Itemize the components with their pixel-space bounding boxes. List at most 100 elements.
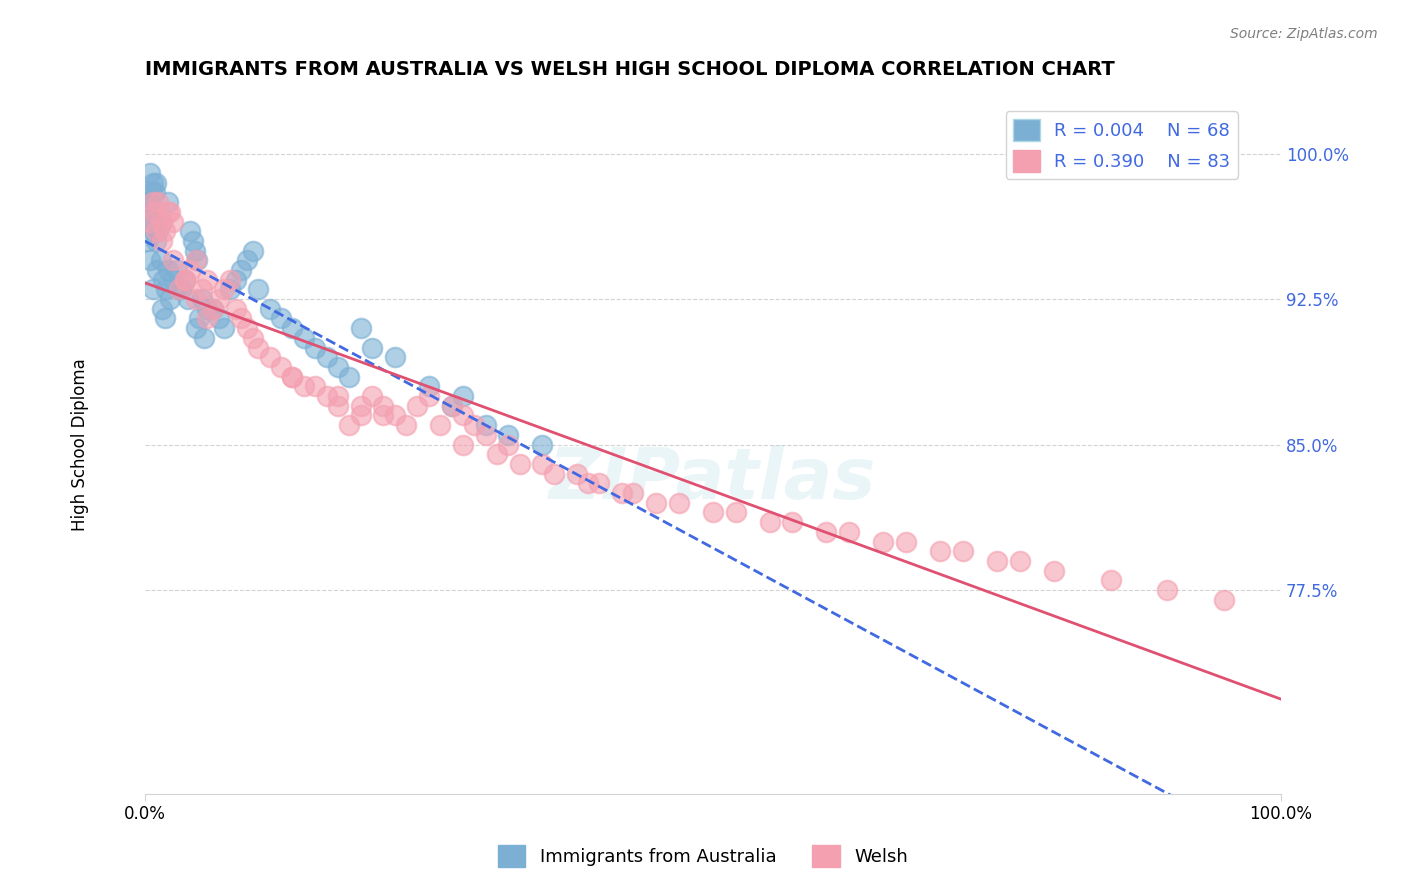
Point bbox=[929, 544, 952, 558]
Point bbox=[181, 234, 204, 248]
Point bbox=[142, 176, 165, 190]
Point bbox=[668, 496, 690, 510]
Point bbox=[645, 496, 668, 510]
Point bbox=[406, 399, 429, 413]
Point bbox=[418, 389, 440, 403]
Point bbox=[184, 244, 207, 258]
Point bbox=[141, 214, 163, 228]
Point bbox=[159, 292, 181, 306]
Legend: Immigrants from Australia, Welsh: Immigrants from Australia, Welsh bbox=[491, 838, 915, 874]
Point bbox=[337, 369, 360, 384]
Point bbox=[225, 273, 247, 287]
Point bbox=[474, 428, 496, 442]
Point bbox=[451, 389, 474, 403]
Point bbox=[225, 301, 247, 316]
Point bbox=[150, 214, 173, 228]
Point bbox=[162, 214, 184, 228]
Point bbox=[236, 321, 259, 335]
Point bbox=[395, 418, 418, 433]
Point bbox=[139, 166, 162, 180]
Text: IMMIGRANTS FROM AUSTRALIA VS WELSH HIGH SCHOOL DIPLOMA CORRELATION CHART: IMMIGRANTS FROM AUSTRALIA VS WELSH HIGH … bbox=[145, 60, 1115, 78]
Point bbox=[463, 418, 485, 433]
Point bbox=[142, 195, 165, 210]
Point bbox=[166, 263, 188, 277]
Point bbox=[451, 437, 474, 451]
Point bbox=[894, 534, 917, 549]
Point bbox=[162, 253, 184, 268]
Point bbox=[156, 204, 179, 219]
Point bbox=[361, 389, 384, 403]
Point bbox=[159, 204, 181, 219]
Point bbox=[270, 359, 292, 374]
Point bbox=[173, 273, 195, 287]
Point bbox=[474, 418, 496, 433]
Point bbox=[384, 409, 406, 423]
Point bbox=[304, 379, 326, 393]
Point bbox=[485, 447, 508, 461]
Point bbox=[173, 273, 195, 287]
Point bbox=[1042, 564, 1064, 578]
Point bbox=[179, 263, 201, 277]
Point bbox=[326, 399, 349, 413]
Point bbox=[337, 418, 360, 433]
Point bbox=[146, 263, 169, 277]
Point bbox=[155, 311, 177, 326]
Point bbox=[145, 234, 167, 248]
Point bbox=[782, 515, 804, 529]
Point bbox=[872, 534, 894, 549]
Point bbox=[190, 282, 212, 296]
Point bbox=[1156, 582, 1178, 597]
Point bbox=[142, 204, 165, 219]
Point bbox=[565, 467, 588, 481]
Point bbox=[986, 554, 1008, 568]
Point bbox=[152, 273, 174, 287]
Point bbox=[498, 437, 520, 451]
Point bbox=[155, 282, 177, 296]
Point bbox=[304, 341, 326, 355]
Point bbox=[208, 311, 231, 326]
Point bbox=[138, 195, 160, 210]
Point bbox=[451, 409, 474, 423]
Legend: R = 0.004    N = 68, R = 0.390    N = 83: R = 0.004 N = 68, R = 0.390 N = 83 bbox=[1005, 112, 1237, 179]
Point bbox=[143, 186, 166, 200]
Point bbox=[141, 186, 163, 200]
Point bbox=[145, 224, 167, 238]
Point bbox=[148, 224, 170, 238]
Point bbox=[195, 301, 218, 316]
Point bbox=[440, 399, 463, 413]
Point bbox=[270, 311, 292, 326]
Point bbox=[815, 524, 838, 539]
Point bbox=[242, 244, 264, 258]
Point bbox=[952, 544, 974, 558]
Point bbox=[201, 301, 224, 316]
Point bbox=[208, 292, 231, 306]
Point bbox=[531, 457, 554, 471]
Point bbox=[531, 437, 554, 451]
Point bbox=[156, 195, 179, 210]
Point bbox=[150, 301, 173, 316]
Point bbox=[136, 234, 159, 248]
Point bbox=[177, 292, 200, 306]
Point bbox=[162, 273, 184, 287]
Point bbox=[142, 224, 165, 238]
Point bbox=[350, 409, 373, 423]
Point bbox=[170, 282, 193, 296]
Point bbox=[247, 282, 270, 296]
Point bbox=[214, 282, 236, 296]
Point bbox=[702, 505, 724, 519]
Point bbox=[384, 351, 406, 365]
Point bbox=[236, 253, 259, 268]
Point bbox=[315, 389, 337, 403]
Y-axis label: High School Diploma: High School Diploma bbox=[72, 359, 89, 531]
Point bbox=[195, 311, 218, 326]
Point bbox=[373, 399, 395, 413]
Point bbox=[621, 486, 644, 500]
Point bbox=[350, 399, 373, 413]
Point bbox=[193, 331, 215, 345]
Point bbox=[1213, 592, 1236, 607]
Point bbox=[281, 369, 304, 384]
Point bbox=[150, 234, 173, 248]
Point bbox=[139, 253, 162, 268]
Point bbox=[179, 224, 201, 238]
Point bbox=[838, 524, 860, 539]
